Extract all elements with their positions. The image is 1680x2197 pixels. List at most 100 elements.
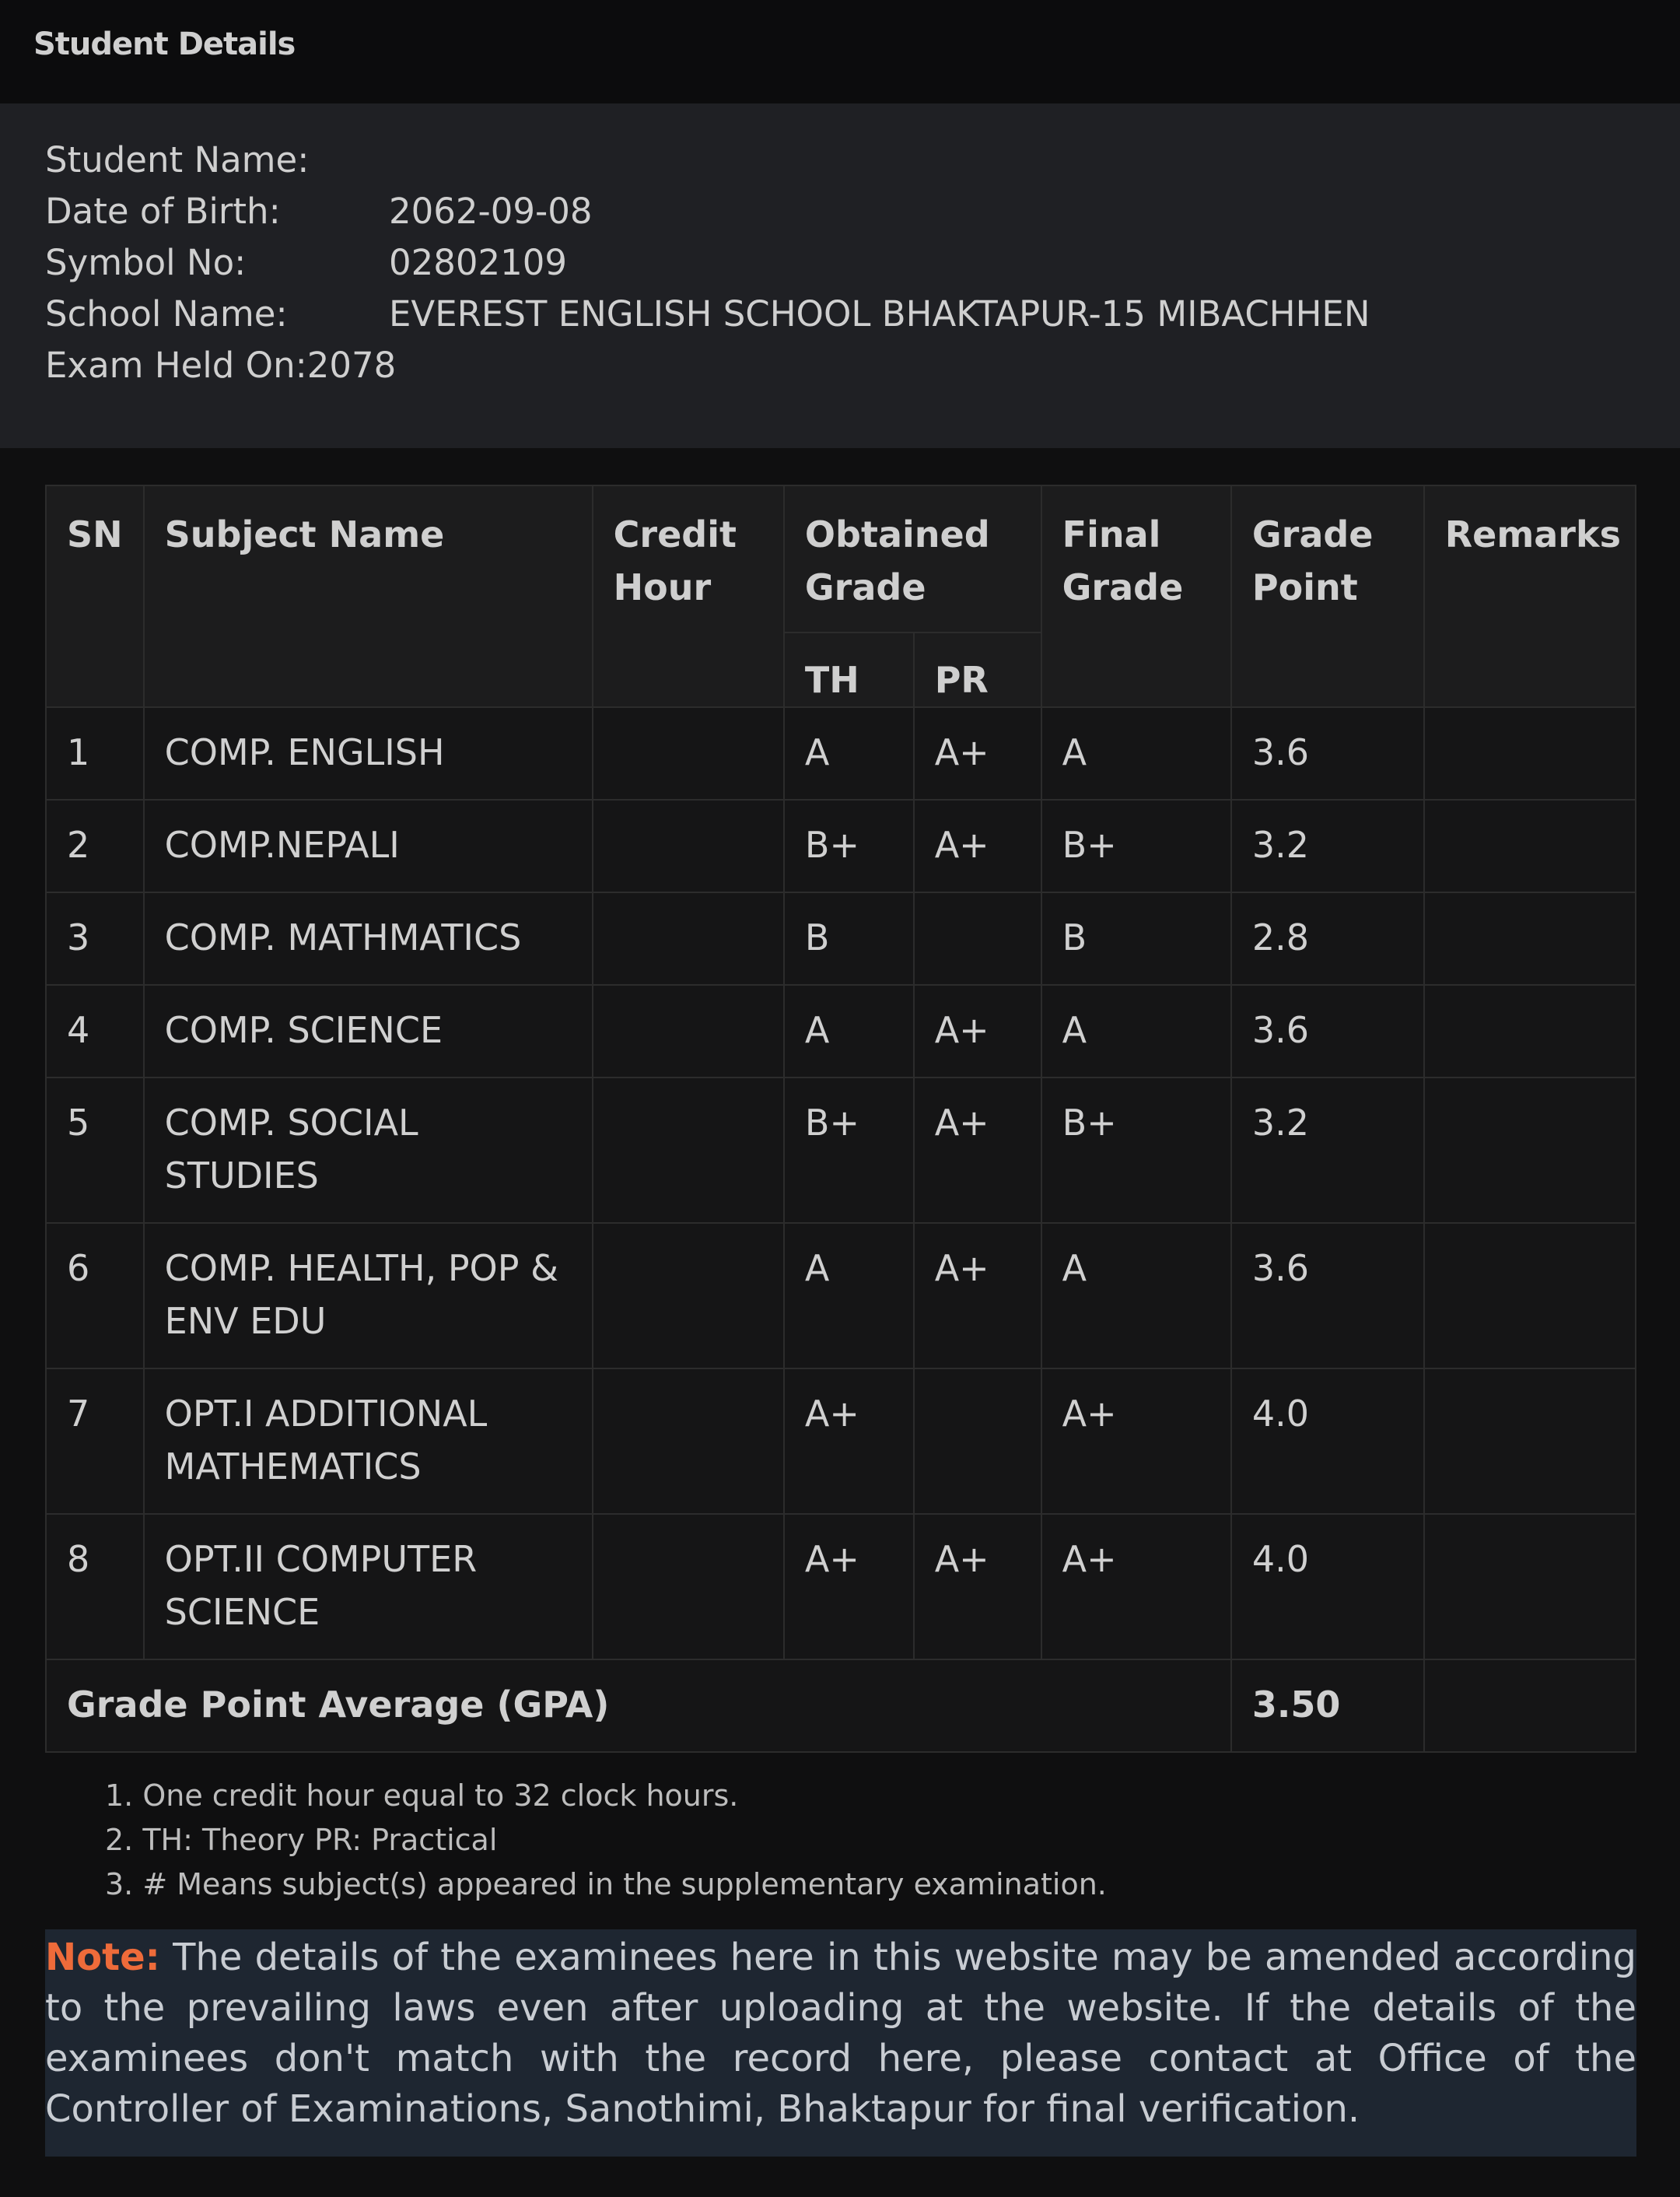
cell-gp: 3.6 bbox=[1230, 984, 1425, 1078]
detail-label: Exam Held On:2078 bbox=[45, 345, 397, 386]
cell-th: A bbox=[782, 706, 915, 801]
cell-credit bbox=[591, 892, 785, 986]
cell-sn: 2 bbox=[45, 799, 145, 893]
cell-sn: 4 bbox=[45, 984, 145, 1078]
cell-th: A+ bbox=[782, 1368, 915, 1515]
cell-remarks bbox=[1423, 1077, 1637, 1224]
cell-final: A bbox=[1040, 1222, 1232, 1369]
cell-pr: A+ bbox=[912, 1513, 1042, 1660]
cell-gp: 4.0 bbox=[1230, 1368, 1425, 1515]
page-header: Student Details bbox=[0, 0, 1680, 103]
header-pr: PR bbox=[912, 632, 1042, 708]
gpa-value: 3.50 bbox=[1230, 1659, 1425, 1753]
detail-value: 02802109 bbox=[389, 242, 568, 283]
header-obtained-grade: Obtained Grade bbox=[782, 485, 1042, 633]
cell-final: A bbox=[1040, 706, 1232, 801]
cell-th: B bbox=[782, 892, 915, 986]
cell-credit bbox=[591, 1368, 785, 1515]
detail-row: School Name: EVEREST ENGLISH SCHOOL BHAKT… bbox=[45, 293, 1370, 335]
cell-remarks bbox=[1423, 706, 1637, 801]
cell-remarks bbox=[1423, 892, 1637, 986]
cell-gp: 3.6 bbox=[1230, 1222, 1425, 1369]
detail-label: Symbol No: bbox=[45, 242, 247, 283]
footnote-item: 3. # Means subject(s) appeared in the su… bbox=[105, 1867, 1107, 1901]
detail-label: School Name: bbox=[45, 293, 288, 335]
cell-sn: 5 bbox=[45, 1077, 145, 1224]
footnote-item: 2. TH: Theory PR: Practical bbox=[105, 1823, 498, 1857]
notice-box: Note: The details of the examinees here … bbox=[45, 1929, 1636, 2157]
cell-sn: 7 bbox=[45, 1368, 145, 1515]
cell-subject: COMP. SCIENCE bbox=[142, 984, 593, 1078]
header-credit-hour: Credit Hour bbox=[591, 485, 785, 708]
header-remarks: Remarks bbox=[1423, 485, 1637, 708]
gpa-row: Grade Point Average (GPA) 3.50 bbox=[45, 1659, 1637, 1753]
notice-text: The details of the examinees here in thi… bbox=[45, 1936, 1636, 2131]
cell-gp: 3.2 bbox=[1230, 799, 1425, 893]
cell-gp: 2.8 bbox=[1230, 892, 1425, 986]
cell-remarks bbox=[1423, 1368, 1637, 1515]
cell-credit bbox=[591, 1077, 785, 1224]
cell-final: A+ bbox=[1040, 1368, 1232, 1515]
cell-th: B+ bbox=[782, 1077, 915, 1224]
header-final-grade: Final Grade bbox=[1040, 485, 1232, 708]
cell-final: A+ bbox=[1040, 1513, 1232, 1660]
notice-label: Note: bbox=[45, 1936, 160, 1979]
detail-label: Date of Birth: bbox=[45, 191, 281, 232]
header-th: TH bbox=[782, 632, 915, 708]
detail-label: Student Name: bbox=[45, 139, 310, 180]
cell-final: B+ bbox=[1040, 799, 1232, 893]
table-row: 2 COMP.NEPALI B+ A+ B+ 3.2 bbox=[45, 799, 1637, 893]
header-subject: Subject Name bbox=[142, 485, 593, 708]
detail-row: Symbol No: 02802109 bbox=[45, 242, 567, 283]
gpa-remarks bbox=[1423, 1659, 1637, 1753]
cell-th: A+ bbox=[782, 1513, 915, 1660]
cell-credit bbox=[591, 1513, 785, 1660]
cell-final: A bbox=[1040, 984, 1232, 1078]
cell-remarks bbox=[1423, 799, 1637, 893]
cell-final: B bbox=[1040, 892, 1232, 986]
detail-value: 2062-09-08 bbox=[389, 191, 593, 232]
cell-subject: COMP. MATHMATICS bbox=[142, 892, 593, 986]
cell-pr: A+ bbox=[912, 799, 1042, 893]
table-row: 5 COMP. SOCIAL STUDIES B+ A+ B+ 3.2 bbox=[45, 1077, 1637, 1224]
cell-subject: COMP. HEALTH, POP & ENV EDU bbox=[142, 1222, 593, 1369]
gpa-label: Grade Point Average (GPA) bbox=[45, 1659, 1232, 1753]
student-details-panel: Student Name: Date of Birth: 2062-09-08 Sym… bbox=[0, 103, 1680, 448]
table-row: 8 OPT.II COMPUTER SCIENCE A+ A+ A+ 4.0 bbox=[45, 1513, 1637, 1660]
cell-subject: OPT.I ADDITIONAL MATHEMATICS bbox=[142, 1368, 593, 1515]
cell-remarks bbox=[1423, 1222, 1637, 1369]
page-title: Student Details bbox=[33, 26, 296, 62]
table-row: 3 COMP. MATHMATICS B B 2.8 bbox=[45, 892, 1637, 986]
cell-gp: 4.0 bbox=[1230, 1513, 1425, 1660]
marks-table: SN Subject Name Credit Hour Obtained Gra… bbox=[45, 485, 1637, 1753]
cell-pr bbox=[912, 1368, 1042, 1515]
cell-credit bbox=[591, 799, 785, 893]
table-row: 1 COMP. ENGLISH A A+ A 3.6 bbox=[45, 706, 1637, 801]
cell-gp: 3.2 bbox=[1230, 1077, 1425, 1224]
footnotes: 1. One credit hour equal to 32 clock hou… bbox=[105, 1774, 1107, 1907]
cell-subject: COMP. SOCIAL STUDIES bbox=[142, 1077, 593, 1224]
cell-th: A bbox=[782, 1222, 915, 1369]
detail-row: Student Name: bbox=[45, 139, 309, 180]
cell-remarks bbox=[1423, 1513, 1637, 1660]
cell-final: B+ bbox=[1040, 1077, 1232, 1224]
table-row: 6 COMP. HEALTH, POP & ENV EDU A A+ A 3.6 bbox=[45, 1222, 1637, 1369]
detail-row: Exam Held On:2078 bbox=[45, 345, 396, 386]
cell-pr: A+ bbox=[912, 984, 1042, 1078]
cell-credit bbox=[591, 1222, 785, 1369]
cell-sn: 8 bbox=[45, 1513, 145, 1660]
detail-value: EVEREST ENGLISH SCHOOL BHAKTAPUR-15 MIBA… bbox=[389, 293, 1370, 335]
cell-gp: 3.6 bbox=[1230, 706, 1425, 801]
cell-credit bbox=[591, 984, 785, 1078]
header-grade-point: Grade Point bbox=[1230, 485, 1425, 708]
header-sn: SN bbox=[45, 485, 145, 708]
cell-pr: A+ bbox=[912, 706, 1042, 801]
cell-pr: A+ bbox=[912, 1222, 1042, 1369]
cell-pr: A+ bbox=[912, 1077, 1042, 1224]
cell-subject: OPT.II COMPUTER SCIENCE bbox=[142, 1513, 593, 1660]
cell-credit bbox=[591, 706, 785, 801]
cell-subject: COMP. ENGLISH bbox=[142, 706, 593, 801]
footnote-item: 1. One credit hour equal to 32 clock hou… bbox=[105, 1778, 739, 1813]
cell-pr bbox=[912, 892, 1042, 986]
cell-sn: 1 bbox=[45, 706, 145, 801]
